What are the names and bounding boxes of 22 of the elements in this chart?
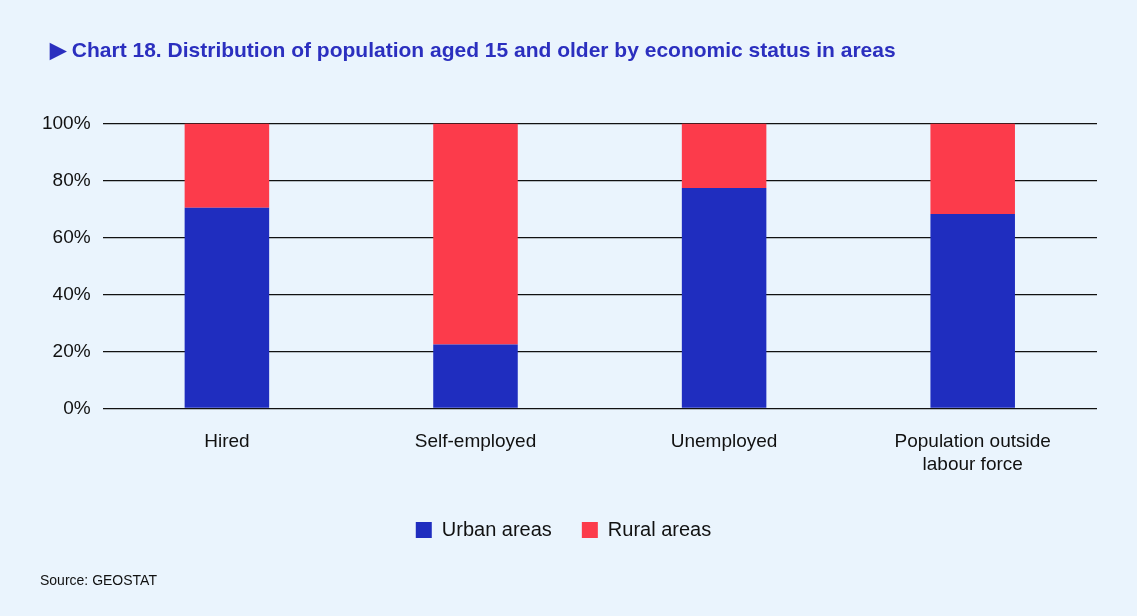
bar	[681, 188, 767, 408]
bar	[184, 123, 270, 208]
legend-label: Rural areas	[607, 517, 712, 540]
bar	[930, 214, 1015, 408]
y-tick-label: 60%	[52, 225, 91, 247]
bar	[433, 123, 518, 345]
x-tick-label: Hired	[204, 430, 250, 452]
x-tick-label: Unemployed	[670, 430, 778, 452]
bar	[930, 123, 1015, 215]
y-tick-label: 80%	[52, 168, 91, 190]
y-tick-label: 40%	[52, 282, 91, 304]
y-tick-label: 100%	[41, 111, 91, 133]
legend-label: Urban areas	[441, 517, 552, 540]
y-tick-label: 0%	[63, 396, 91, 418]
x-tick-label: Population outside labour force	[894, 430, 1051, 474]
y-tick-label: 20%	[52, 339, 91, 361]
chart-title: ▶ Chart 18. Distribution of population aged 15 and older by economic status in areas	[50, 38, 896, 62]
bar	[433, 344, 518, 408]
x-tick-label: Self-employed	[414, 430, 537, 452]
bar	[681, 123, 767, 189]
bar	[184, 207, 270, 408]
source-note: Source: GEOSTAT	[40, 572, 157, 588]
